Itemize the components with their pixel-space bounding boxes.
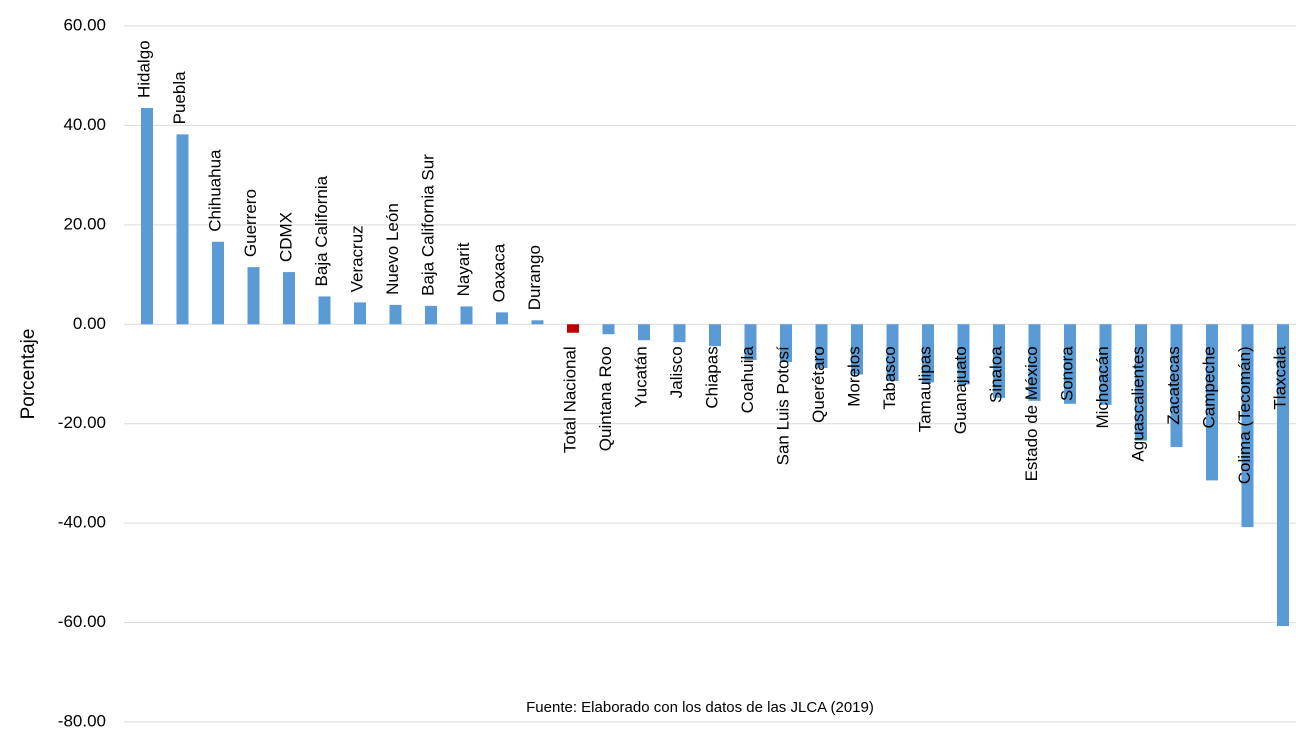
bar — [709, 324, 721, 347]
category-label: Aguascalientes — [1128, 346, 1147, 461]
category-label: Zacatecas — [1164, 346, 1183, 424]
y-tick-label: -80.00 — [58, 711, 106, 730]
bars — [141, 108, 1289, 627]
category-label: Colima (Tecomán) — [1235, 346, 1254, 484]
y-tick-label: -20.00 — [58, 413, 106, 432]
bar — [1277, 324, 1289, 627]
category-label: Campeche — [1199, 346, 1218, 428]
bar — [1099, 324, 1112, 405]
bar — [922, 324, 934, 383]
bar — [1206, 324, 1218, 481]
bar — [567, 324, 579, 333]
bar — [283, 272, 295, 325]
source-annotation: Fuente: Elaborado con los datos de las J… — [526, 699, 874, 716]
category-label: Hidalgo — [134, 40, 153, 98]
bar — [851, 324, 863, 375]
bar — [780, 324, 792, 363]
bar — [602, 324, 615, 335]
bar — [1064, 324, 1076, 404]
category-label: Veracruz — [347, 225, 366, 292]
category-label: Total Nacional — [560, 346, 579, 453]
category-label: Oaxaca — [489, 243, 508, 302]
bar — [638, 324, 650, 341]
y-tick-label: -40.00 — [58, 513, 106, 532]
bar — [1135, 324, 1147, 441]
category-label: Sonora — [1057, 346, 1076, 401]
category-label: Tabasco — [880, 346, 899, 409]
category-label: Michoacán — [1093, 346, 1112, 428]
bar — [247, 267, 260, 325]
category-label: San Luis Potosí — [773, 346, 792, 465]
bar — [496, 312, 508, 325]
y-tick-label: -60.00 — [58, 612, 106, 631]
category-label: Nayarit — [454, 242, 473, 296]
category-label: Baja California Sur — [418, 154, 437, 296]
category-label: Tlaxcala — [1270, 346, 1289, 410]
bar — [886, 324, 899, 381]
category-label: Coahuila — [738, 346, 757, 414]
category-label: Jalisco — [667, 346, 686, 398]
bar — [354, 302, 366, 325]
bar — [176, 134, 189, 325]
bar — [141, 108, 153, 325]
category-label: Sinaloa — [986, 346, 1005, 403]
bar — [993, 324, 1005, 398]
bar — [1028, 324, 1041, 401]
bar — [318, 296, 331, 325]
category-label: Durango — [525, 245, 544, 310]
category-label: Nuevo León — [383, 203, 402, 295]
category-label: CDMX — [276, 212, 295, 262]
category-label: Baja California — [312, 175, 331, 286]
y-tick-label: 60.00 — [63, 15, 106, 34]
bar — [957, 324, 970, 385]
y-tick-label: 20.00 — [63, 214, 106, 233]
category-label: Chihuahua — [205, 149, 224, 232]
category-label: Yucatán — [631, 346, 650, 407]
y-tick-label: 40.00 — [63, 115, 106, 134]
y-tick-label: 0.00 — [73, 314, 106, 333]
bar — [1170, 324, 1183, 448]
y-axis-label: Porcentaje — [18, 329, 39, 420]
bar — [673, 324, 686, 343]
category-labels: Hidalgo Puebla Chihuahua Guerrero CDMX Baja C… — [134, 40, 1289, 484]
category-label: Chiapas — [702, 346, 721, 408]
bar — [389, 304, 402, 325]
y-axis-tick-labels: 60.00 40.00 20.00 0.00 -20.00 -40.00 -60.00 -80… — [58, 15, 106, 730]
bar — [425, 305, 437, 325]
category-label: Querétaro — [809, 346, 828, 423]
bar — [531, 320, 544, 325]
bar — [744, 324, 757, 361]
category-label: Quintana Roo — [596, 346, 615, 451]
bar — [1241, 324, 1254, 528]
category-label: Estado de México — [1022, 346, 1041, 481]
bar — [212, 241, 224, 325]
category-label: Morelos — [844, 346, 863, 406]
category-label: Guerrero — [241, 189, 260, 257]
bar — [460, 306, 473, 325]
category-label: Puebla — [170, 71, 189, 124]
bar — [815, 324, 828, 369]
category-label: Guanajuato — [951, 346, 970, 434]
category-label: Tamaulipas — [915, 346, 934, 432]
